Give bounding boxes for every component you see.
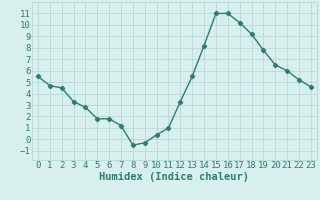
X-axis label: Humidex (Indice chaleur): Humidex (Indice chaleur) — [100, 172, 249, 182]
